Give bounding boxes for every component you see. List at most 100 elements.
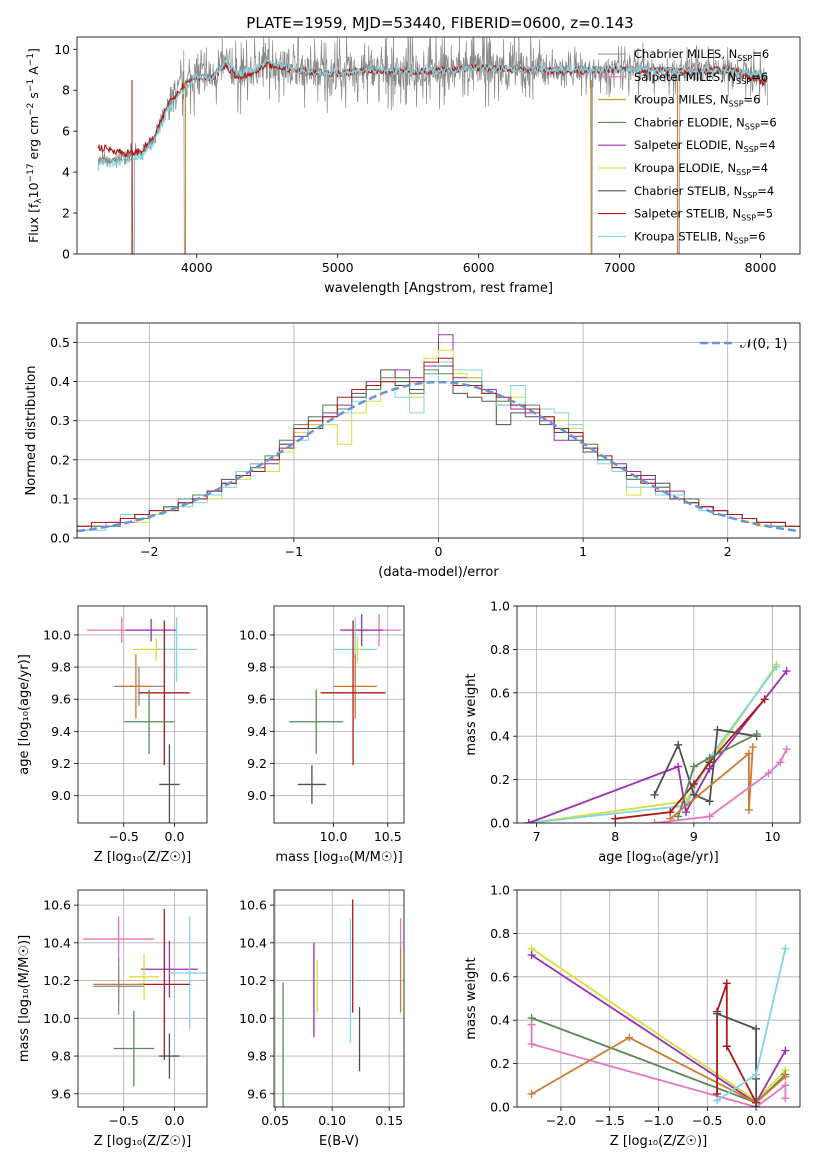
mass-weight-marker <box>781 1081 790 1090</box>
y-tick-label: 9.6 <box>51 1086 71 1101</box>
mass-weight-line <box>669 746 754 820</box>
mass-weight-marker <box>527 1020 536 1029</box>
mass-weight-marker <box>772 662 781 671</box>
mass-weight-marker <box>705 753 714 762</box>
y-tick-label: 9.6 <box>247 692 267 707</box>
legend-label: Chabrier STELIB, NSSP=4 <box>634 184 774 200</box>
axes-spectrum: 4000 5000 6000 7000 8000 0 2 4 6 8 10 wavelength [A… <box>54 42 776 296</box>
legend-label-base: Chabrier STELIB, N <box>634 184 742 198</box>
x-tick-label: 2 <box>724 544 732 559</box>
legend-label-sub: SSP <box>742 191 757 200</box>
mass-weight-marker <box>744 749 753 758</box>
mass-weight-marker <box>781 944 790 953</box>
y-tick-label: 0.4 <box>50 374 70 389</box>
y-tick-label: 2 <box>62 206 70 221</box>
y-tick-label: 10.0 <box>239 1011 267 1026</box>
y-tick-label: 0.1 <box>50 491 70 506</box>
mass-weight-marker <box>713 1096 722 1105</box>
y-tick-label: 10.6 <box>239 898 267 913</box>
y-tick-label: 10.0 <box>239 627 267 642</box>
spectrum-plot <box>97 37 768 254</box>
y-tick-label: 9.4 <box>247 724 267 739</box>
y-tick-label: 9.4 <box>51 724 71 739</box>
mass-weight-marker <box>752 1070 761 1079</box>
legend-label-sub: SSP <box>736 77 751 86</box>
y-tick-label: 10 <box>54 42 70 57</box>
y-axis-label-part: −2 <box>26 103 36 116</box>
y-axis-label-part: Flux [f <box>26 203 41 243</box>
legend-label-base: Chabrier ELODIE, N <box>634 115 745 129</box>
mass-weight-plot <box>527 944 790 1107</box>
axes-mass-weight-vs-age: 7 8 9 10 0.0 0.2 0.4 0.6 0.8 1.0 age [log₁₀(age/yr… <box>464 599 800 865</box>
x-tick-label: 7000 <box>604 260 636 275</box>
mass-weight-line <box>528 666 778 823</box>
mass-weight-marker <box>782 745 791 754</box>
y-tick-label: 0.0 <box>490 1100 510 1115</box>
y-tick-label: 0.2 <box>490 1056 510 1071</box>
y-tick-label: 9.8 <box>247 1049 267 1064</box>
model-spectrum-line <box>97 58 768 168</box>
figure-title: PLATE=1959, MJD=53440, FIBERID=0600, z=0… <box>246 14 633 32</box>
mass-weight-marker <box>760 695 769 704</box>
y-tick-label: 10.4 <box>43 935 71 950</box>
y-tick-label: 0.2 <box>50 452 70 467</box>
mass-weight-marker <box>764 769 773 778</box>
x-tick-label: −0.5 <box>692 1113 722 1128</box>
y-tick-label: 0.6 <box>490 969 510 984</box>
mass-weight-line <box>653 728 757 803</box>
legend-label: Salpeter STELIB, NSSP=5 <box>634 207 773 223</box>
x-tick-label: 6000 <box>463 260 495 275</box>
mass-weight-marker <box>674 762 683 771</box>
y-tick-label: 1.0 <box>490 883 510 898</box>
histogram-step-line <box>77 357 800 527</box>
x-tick-label: 8000 <box>745 260 777 275</box>
mass-weight-marker <box>781 1072 790 1081</box>
legend-label: Kroupa ELODIE, NSSP=4 <box>634 161 768 177</box>
y-axis-label-part: −1 <box>26 53 36 66</box>
y-tick-label: 0.4 <box>490 729 510 744</box>
x-tick-label: −2 <box>140 544 158 559</box>
mass-weight-vs-Z-frame <box>516 889 801 1108</box>
y-axis-label: Flux [fλ10−17 erg cm−2 s−1 A−1] <box>26 48 44 243</box>
y-axis-label: Normed distribution <box>24 366 39 496</box>
y-tick-label: 0.3 <box>50 413 70 428</box>
mass-weight-marker <box>625 1033 634 1042</box>
legend-label-tail: =6 <box>744 93 761 107</box>
y-tick-label: 10.2 <box>43 973 71 988</box>
x-tick-label: 9 <box>690 829 698 844</box>
residual-plot <box>77 334 800 533</box>
legend-label: Salpeter ELODIE, NSSP=4 <box>634 138 776 154</box>
legend-label: 𝒩(0, 1) <box>740 337 787 352</box>
x-tick-label: 4000 <box>181 260 213 275</box>
x-tick-label: 0.10 <box>318 1113 346 1128</box>
mass-weight-marker <box>722 1042 731 1051</box>
legend-label-base: Chabrier MILES, N <box>634 47 737 61</box>
x-tick-label: 7 <box>533 829 541 844</box>
x-tick-label: −1.0 <box>643 1113 673 1128</box>
legend-label: Kroupa MILES, NSSP=6 <box>634 93 760 109</box>
age-vs-Z-frame <box>77 605 208 824</box>
errorbar-plot <box>87 617 197 823</box>
axes-mass-vs-Z: −0.5 0.0 9.6 9.8 10.0 10.2 10.4 10.6 Z [log₁₀(Z/… <box>17 890 207 1149</box>
x-tick-label: 0.05 <box>261 1113 289 1128</box>
y-axis-label: age [log₁₀(age/yr)] <box>17 654 32 775</box>
y-tick-label: 9.2 <box>247 756 267 771</box>
y-tick-label: 9.0 <box>247 788 267 803</box>
legend-label: Chabrier MILES, NSSP=6 <box>634 47 769 63</box>
y-axis-label-part: ] <box>26 48 41 53</box>
x-tick-label: 0 <box>435 544 443 559</box>
x-tick-label: −0.5 <box>109 829 139 844</box>
mass-weight-marker <box>527 1089 536 1098</box>
mass-weight-marker <box>713 1009 722 1018</box>
errorbar-plot <box>282 899 402 1107</box>
legend-label-sub: SSP <box>729 100 744 109</box>
y-tick-label: 9.8 <box>51 1049 71 1064</box>
x-axis-label: age [log₁₀(age/yr)] <box>598 850 719 865</box>
legend-label-base: Salpeter ELODIE, N <box>634 138 744 152</box>
y-axis-label: mass [log₁₀(M/M☉)] <box>17 935 32 1062</box>
mass-weight-marker <box>689 790 698 799</box>
x-tick-label: −0.5 <box>109 1113 139 1128</box>
y-tick-label: 9.6 <box>247 1086 267 1101</box>
mass-weight-marker <box>752 1024 761 1033</box>
mass-weight-marker <box>650 819 659 823</box>
